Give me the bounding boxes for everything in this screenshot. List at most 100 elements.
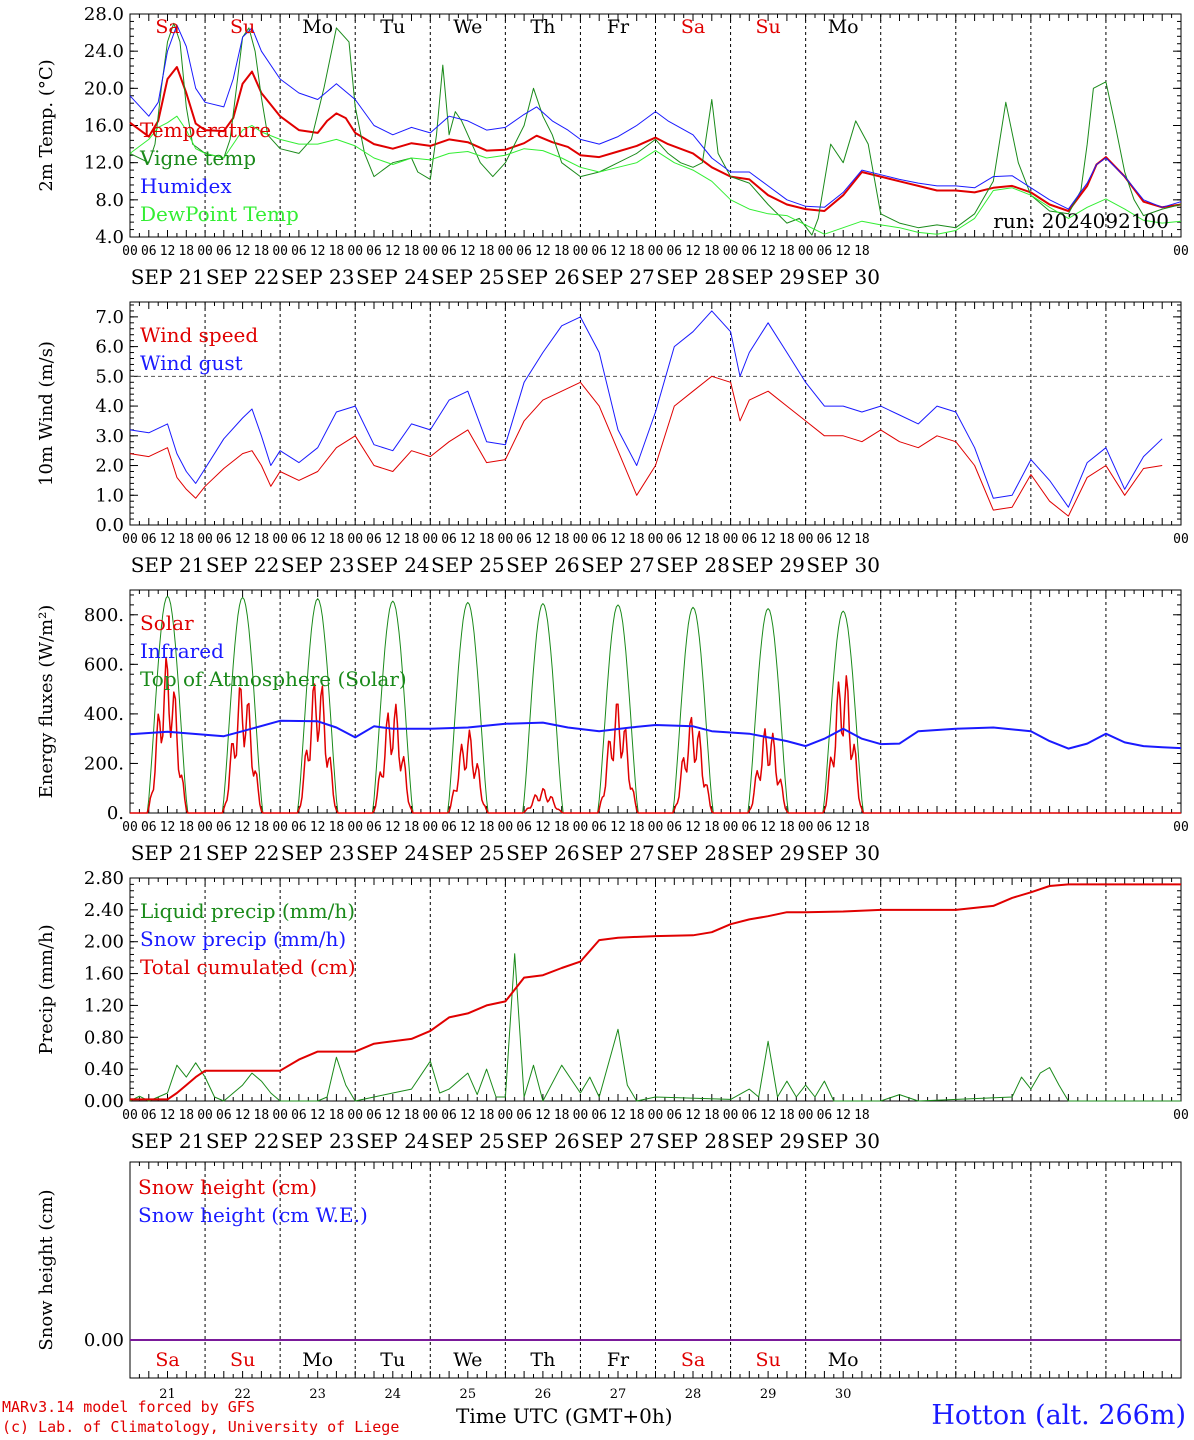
x-hour-label: 06 (141, 532, 157, 547)
x-hour-label: 06 (666, 820, 682, 835)
x-hour-label: 12 (235, 1108, 251, 1123)
x-date-label: SEP 28 (656, 265, 730, 289)
x-hour-label: 00 (422, 820, 438, 835)
x-date-label: SEP 23 (281, 265, 355, 289)
x-hour-label: 06 (441, 1108, 457, 1123)
x-hour-label: 06 (591, 532, 607, 547)
x-hour-label: 06 (366, 244, 382, 259)
series-wind-speed (129, 375, 1163, 517)
day-number-label: 24 (384, 1387, 401, 1402)
x-hour-label: 00 (573, 820, 589, 835)
hour-ticks (129, 302, 1182, 525)
run-label: run: 2024092100 (993, 209, 1169, 233)
legend-entry: Total cumulated (cm) (140, 955, 356, 979)
y-tick-label: 6.0 (95, 337, 124, 358)
x-hour-label: 06 (666, 532, 682, 547)
y-tick-label: 8.0 (95, 190, 124, 211)
x-hour-label: 00 (197, 532, 213, 547)
x-hour-label: 00 (347, 820, 363, 835)
x-hour-label: 18 (779, 820, 795, 835)
y-tick-label: 20.0 (84, 78, 124, 99)
panel-4: 0.00 0.40 0.80 1.20 1.60 2.00 2.40 2.80 Precip (… (36, 868, 1189, 1153)
weekday-label: Su (755, 16, 780, 38)
day-number-label: 23 (309, 1387, 326, 1402)
x-hour-label: 18 (479, 244, 495, 259)
model-credit-line2: (c) Lab. of Climatology, University of L… (2, 1418, 400, 1436)
x-hour-label: 12 (310, 244, 326, 259)
x-date-label: SEP 26 (506, 265, 580, 289)
y-tick-label: 24.0 (84, 41, 124, 62)
x-hour-label: 12 (310, 1108, 326, 1123)
x-hour-label: 18 (329, 1108, 345, 1123)
x-date-label: SEP 30 (806, 553, 880, 577)
x-hour-label: 12 (160, 532, 176, 547)
x-hour-label: 12 (385, 1108, 401, 1123)
x-date-label: SEP 30 (806, 841, 880, 865)
x-hour-label: 12 (835, 244, 851, 259)
x-hour-label: 06 (817, 244, 833, 259)
x-date-label: SEP 24 (356, 553, 430, 577)
weekday-label: Tu (380, 1349, 405, 1371)
x-hour-label: 12 (460, 244, 476, 259)
legend-entry: Liquid precip (mm/h) (140, 899, 355, 923)
x-hour-label: 12 (460, 532, 476, 547)
weekday-label: Mo (828, 16, 859, 38)
x-hour-label: 00 (1173, 820, 1189, 835)
legend-entry: Snow height (cm W.E.) (138, 1203, 368, 1227)
x-hour-label: 18 (854, 820, 870, 835)
x-hour-label: 06 (516, 532, 532, 547)
x-hour-label: 06 (817, 1108, 833, 1123)
y-tick-label: 0.0 (95, 515, 124, 536)
x-hour-label: 06 (441, 532, 457, 547)
x-hour-label: 00 (1173, 244, 1189, 259)
x-hour-label: 12 (610, 532, 626, 547)
x-hour-label: 06 (742, 532, 758, 547)
x-date-label: SEP 26 (506, 841, 580, 865)
x-date-label: SEP 21 (131, 265, 205, 289)
x-hour-label: 00 (648, 532, 664, 547)
x-hour-label: 00 (723, 1108, 739, 1123)
x-hour-label: 18 (329, 820, 345, 835)
x-hour-label: 06 (742, 820, 758, 835)
weekday-label: Sa (681, 1349, 705, 1371)
x-hour-label: 00 (272, 532, 288, 547)
y-tick-label: 7.0 (95, 307, 124, 328)
x-date-label: SEP 30 (806, 1129, 880, 1153)
x-hour-label: 00 (573, 532, 589, 547)
day-number-label: 21 (159, 1387, 176, 1402)
x-hour-label: 06 (516, 820, 532, 835)
x-hour-label: 12 (160, 1108, 176, 1123)
y-tick-label: 3.0 (95, 426, 124, 447)
x-hour-label: 06 (516, 244, 532, 259)
x-hour-label: 06 (291, 244, 307, 259)
x-hour-label: 06 (666, 244, 682, 259)
x-hour-label: 12 (385, 532, 401, 547)
x-date-label: SEP 23 (281, 841, 355, 865)
x-hour-label: 00 (422, 1108, 438, 1123)
x-hour-label: 06 (291, 820, 307, 835)
y-tick-label: 1.20 (84, 995, 124, 1016)
x-hour-label: 00 (122, 1108, 138, 1123)
x-hour-label: 18 (854, 244, 870, 259)
x-hour-label: 06 (366, 1108, 382, 1123)
y-tick-label: 2.00 (84, 932, 124, 953)
x-hour-label: 06 (141, 1108, 157, 1123)
x-hour-label: 06 (817, 532, 833, 547)
legend-entry: Wind gust (140, 351, 243, 375)
x-hour-label: 12 (760, 532, 776, 547)
y-tick-label: 2.0 (95, 456, 124, 477)
x-hour-label: 12 (535, 532, 551, 547)
x-date-label: SEP 27 (581, 841, 655, 865)
legend-entry: Wind speed (140, 323, 258, 347)
x-date-label: SEP 29 (731, 265, 805, 289)
y-tick-label: 600. (84, 654, 124, 675)
panel-5: 0.00 Snow height (cm) Snow height (cm) Snow… (36, 1161, 1182, 1402)
y-tick-label: 0.00 (84, 1330, 124, 1351)
x-hour-label: 00 (723, 532, 739, 547)
x-hour-label: 00 (1173, 532, 1189, 547)
x-hour-label: 12 (235, 532, 251, 547)
x-date-label: SEP 26 (506, 553, 580, 577)
x-date-label: SEP 29 (731, 1129, 805, 1153)
series-infrared (129, 719, 1182, 750)
